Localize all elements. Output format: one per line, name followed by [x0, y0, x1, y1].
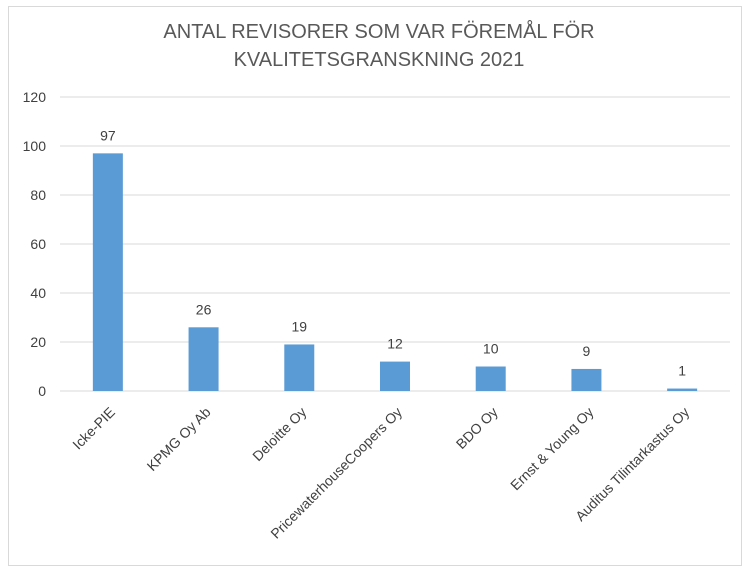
x-tick-label: KPMG Oy Ab	[144, 404, 214, 474]
data-label: 10	[483, 341, 499, 357]
bar	[380, 361, 410, 391]
x-tick-label: Deloitte Oy	[249, 404, 309, 464]
bar	[571, 368, 602, 391]
bar	[188, 327, 219, 391]
y-tick-label: 120	[23, 89, 47, 105]
chart-title-line-1: ANTAL REVISORER SOM VAR FÖREMÅL FÖR	[163, 20, 594, 43]
data-label: 12	[387, 336, 403, 352]
data-label: 19	[291, 318, 307, 334]
y-tick-label: 80	[30, 187, 46, 203]
chart-title-line-2: KVALITETSGRANSKNING 2021	[234, 49, 525, 71]
bar	[475, 366, 506, 391]
data-label: 97	[100, 127, 116, 143]
bar	[667, 388, 698, 391]
data-label: 1	[678, 363, 686, 379]
x-tick-label: Icke-PIE	[69, 404, 118, 453]
x-tick-label: BDO Oy	[453, 404, 501, 452]
y-tick-label: 100	[23, 138, 47, 154]
y-tick-label: 40	[30, 285, 46, 301]
y-tick-label: 60	[30, 236, 46, 252]
bar	[92, 153, 123, 391]
bar	[284, 344, 315, 391]
data-label: 26	[196, 301, 212, 317]
y-tick-label: 0	[38, 383, 46, 399]
y-tick-label: 20	[30, 334, 46, 350]
x-tick-label: Ernst & Young Oy	[507, 404, 596, 493]
chart-frame	[8, 6, 742, 566]
data-label: 9	[583, 343, 591, 359]
x-tick-label: Auditus Tilintarkastus Oy	[572, 404, 692, 524]
